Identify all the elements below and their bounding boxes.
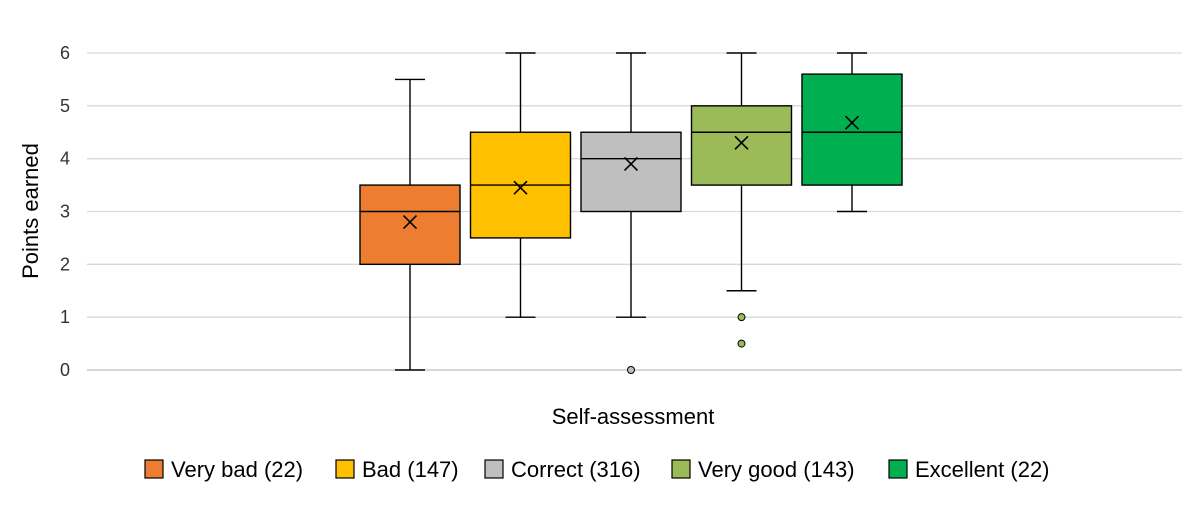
legend-label-4: Very good (143): [698, 457, 855, 482]
legend-swatch-1: [144, 459, 164, 479]
mean-marker: [734, 135, 749, 150]
mean-marker: [623, 156, 639, 172]
box-series: [359, 52, 903, 374]
outlier-point: [737, 313, 746, 322]
legend-label-1: Very bad (22): [171, 457, 303, 482]
iqr-box: [359, 184, 461, 266]
y-axis-label: Points earned: [18, 143, 43, 279]
iqr-box: [801, 73, 903, 186]
y-tick-label-6: 6: [60, 43, 70, 63]
legend: Very bad (22) Bad (147) Correct (316) Very …: [144, 457, 1050, 482]
mean-marker: [513, 180, 528, 195]
x-axis-label: Self-assessment: [552, 404, 715, 429]
y-tick-label-4: 4: [60, 149, 70, 169]
y-tick-label-1: 1: [60, 307, 70, 327]
legend-label-5: Excellent (22): [915, 457, 1050, 482]
iqr-box: [690, 105, 793, 186]
legend-swatch-2: [335, 459, 355, 479]
outlier-point: [627, 366, 635, 374]
y-axis-ticks: 0 1 2 3 4 5 6: [60, 43, 70, 380]
y-tick-label-0: 0: [60, 360, 70, 380]
mean-marker: [844, 115, 860, 130]
mean-marker: [402, 215, 418, 230]
legend-label-2: Bad (147): [362, 457, 459, 482]
box-1: [359, 78, 461, 371]
legend-swatch-3: [484, 459, 504, 479]
iqr-box: [580, 131, 682, 213]
y-tick-label-3: 3: [60, 202, 70, 222]
legend-swatch-4: [671, 459, 691, 479]
legend-swatch-5: [888, 459, 908, 479]
box-4: [690, 52, 793, 348]
box-5: [801, 52, 903, 213]
y-tick-label-2: 2: [60, 254, 70, 274]
box-3: [580, 52, 682, 374]
box-2: [469, 52, 572, 318]
outlier-point: [737, 339, 746, 348]
legend-label-3: Correct (316): [511, 457, 641, 482]
y-tick-label-5: 5: [60, 96, 70, 116]
